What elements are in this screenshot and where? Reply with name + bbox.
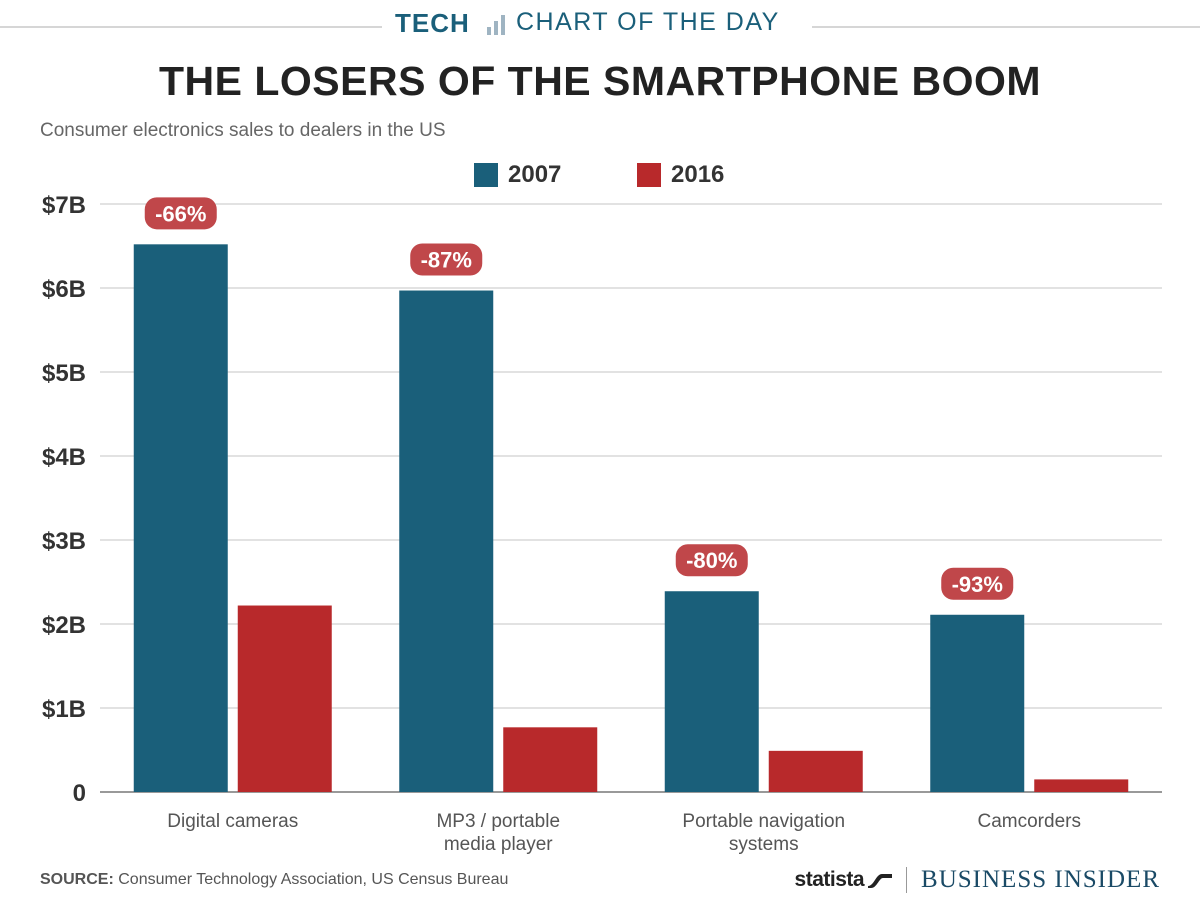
business-insider-logo-text: BUSINESS INSIDER — [921, 866, 1160, 893]
y-tick-label: $2B — [42, 612, 86, 639]
statista-wave-icon — [868, 874, 893, 888]
x-tick-label-line: systems — [729, 834, 799, 855]
bar-2007-3 — [930, 614, 1025, 792]
x-tick-label-line: MP3 / portable — [436, 811, 560, 832]
legend-item-2007: 2007 — [474, 158, 561, 192]
bar-2016-1 — [503, 727, 598, 792]
x-tick-label: Digital cameras — [167, 811, 298, 832]
banner-tech-label: TECH — [395, 8, 470, 38]
y-tick-label: $6B — [42, 276, 86, 303]
bar-chart-icon — [487, 15, 505, 35]
banner-chart-of-the-day-label: CHART OF THE DAY — [516, 8, 780, 36]
chart-legend: 2007 2016 — [0, 158, 1200, 192]
y-tick-label: $4B — [42, 444, 86, 471]
bar-2007-2 — [664, 591, 759, 792]
source-text: Consumer Technology Association, US Cens… — [118, 871, 509, 888]
x-tick-label-line: media player — [444, 834, 553, 855]
legend-label-2007: 2007 — [508, 161, 562, 188]
chart-title: THE LOSERS OF THE SMARTPHONE BOOM — [158, 58, 1042, 104]
legend-swatch-2007 — [474, 163, 498, 187]
change-badge — [144, 197, 217, 230]
brand-divider — [906, 867, 908, 893]
x-tick-label-line: Digital cameras — [167, 811, 298, 832]
change-badge-label: -80% — [686, 548, 737, 573]
y-tick-label: $3B — [42, 528, 86, 555]
y-tick-label: $7B — [42, 192, 86, 219]
source-label: SOURCE: — [40, 871, 114, 888]
x-tick-label: Portable navigation systems — [682, 811, 845, 855]
change-badge — [410, 243, 483, 276]
change-badge — [675, 544, 748, 577]
x-tick-label-line: Portable navigation — [682, 811, 845, 832]
bar-2016-3 — [1034, 779, 1129, 792]
change-badge-label: -66% — [155, 201, 206, 226]
bar-2007-1 — [399, 290, 494, 792]
chart-of-the-day-banner: TECH CHART OF THE DAY — [0, 6, 1200, 38]
chart-subtitle: Consumer electronics sales to dealers in… — [40, 120, 446, 141]
x-tick-label: Camcorders — [978, 811, 1081, 832]
statista-logo-text: statista — [794, 868, 865, 891]
y-tick-label: 0 — [73, 780, 86, 807]
x-tick-label-line: Camcorders — [978, 811, 1081, 832]
legend-label-2016: 2016 — [671, 161, 725, 188]
bar-2016-0 — [237, 605, 332, 792]
brand-logos: statista BUSINESS INSIDER — [795, 864, 1160, 896]
banner-rule-right — [812, 26, 1200, 28]
bar-2016-2 — [768, 750, 863, 792]
change-badge — [941, 567, 1014, 600]
change-badge-label: -93% — [952, 572, 1003, 597]
bar-2007-0 — [133, 244, 228, 792]
legend-item-2016: 2016 — [637, 158, 724, 192]
y-tick-label: $5B — [42, 360, 86, 387]
y-tick-label: $1B — [42, 696, 86, 723]
source-note: SOURCE: Consumer Technology Association,… — [40, 871, 508, 889]
change-badge-label: -87% — [421, 248, 472, 273]
banner-rule-left — [0, 26, 382, 28]
x-tick-label: MP3 / portable media player — [436, 811, 560, 855]
legend-swatch-2016 — [637, 163, 661, 187]
